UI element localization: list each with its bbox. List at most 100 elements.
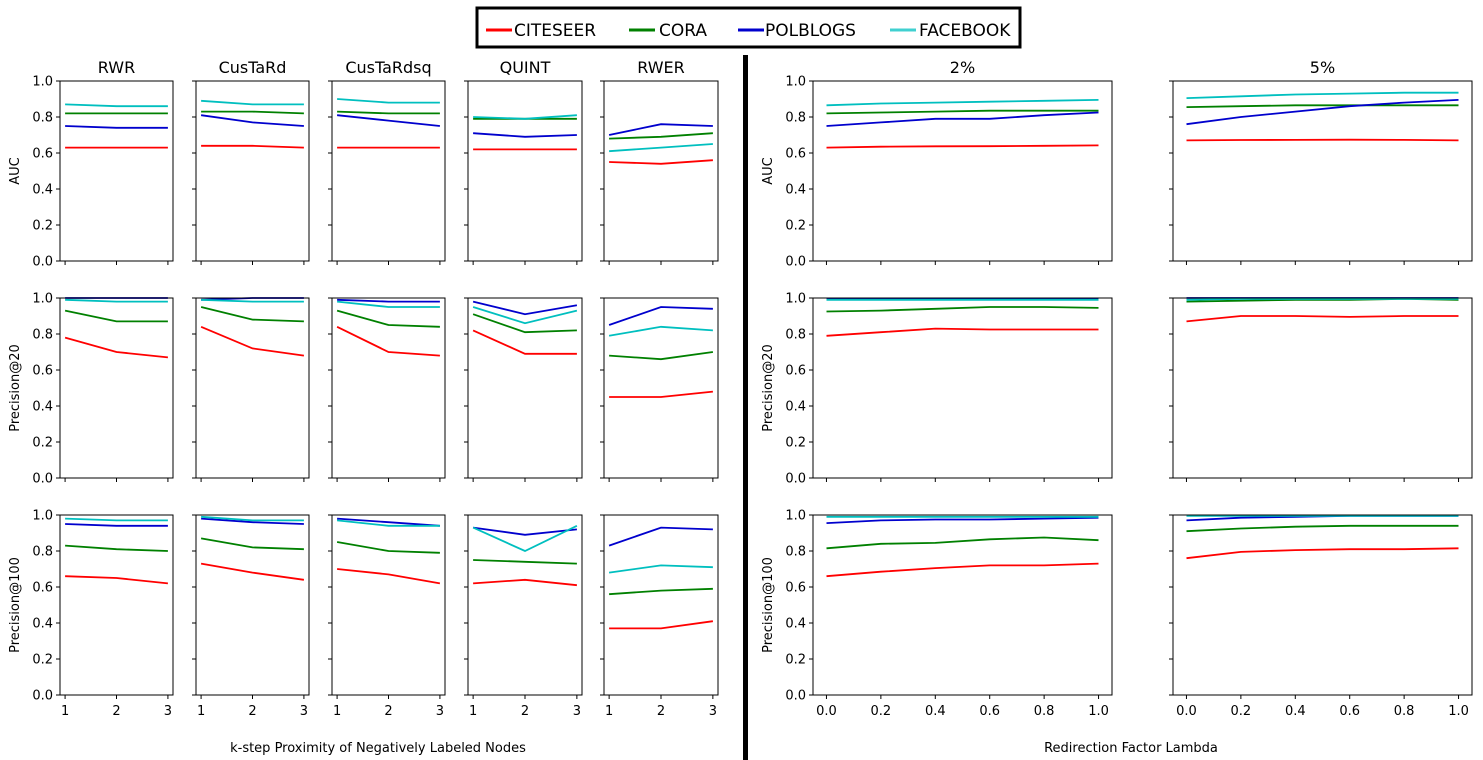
left-auc-custardsq-line-polblogs: [337, 114, 440, 127]
right-precision-at-20-2pct-ytick-label: 0.4: [785, 400, 806, 415]
left-auc-custard-line-facebook: [201, 99, 304, 106]
left-precision-at-20-rwr-ytick-label: 0.2: [32, 436, 53, 451]
left-precision-at-100-custard-xtick-label: 2: [248, 704, 256, 719]
left-precision-at-100-custard-xtick-label: 1: [197, 704, 205, 719]
left-precision-at-20-rwr-ytick-label: 0.0: [32, 472, 53, 487]
left-precision-at-100-rwr-xtick-label: 2: [112, 704, 120, 719]
left-precision-at-100-rwr-ytick-label: 1.0: [32, 509, 53, 524]
left-precision-at-100-quint-xtick-label: 3: [573, 704, 581, 719]
left-auc-quint-line-facebook: [473, 114, 577, 120]
left-precision-at-100-rwr-line-cora: [65, 544, 168, 552]
left-auc-rwr-ytick-label: 0.4: [32, 183, 53, 198]
panel-title-2pct: 2%: [950, 58, 975, 77]
row-label-right: AUC: [761, 157, 776, 185]
left-precision-at-20-rwer-axes-frame: [603, 297, 719, 479]
right-precision-at-100-5pct-line-cora: [1186, 524, 1459, 533]
right-auc-2pct-line-cora: [826, 109, 1099, 115]
right-precision-at-100-2pct-line-cora: [826, 536, 1099, 550]
legend-label-cora: CORA: [659, 21, 707, 41]
block-divider: [743, 55, 748, 760]
right-auc-5pct-line-polblogs: [1186, 99, 1459, 126]
right-precision-at-100-5pct-xtick-label: 0.0: [1176, 704, 1197, 719]
left-precision-at-100-custardsq-xtick-label: 3: [436, 704, 444, 719]
right-precision-at-100-5pct-xtick-label: 0.6: [1339, 704, 1360, 719]
right-auc-2pct-line-facebook: [826, 99, 1099, 107]
left-auc-quint-line-polblogs: [473, 132, 577, 138]
left-precision-at-100-quint-line-polblogs: [472, 526, 577, 536]
legend-box: [475, 6, 1022, 49]
left-precision-at-100-rwr-ytick-label: 0.8: [32, 545, 53, 560]
left-precision-at-20-rwr-axes-frame: [59, 297, 174, 479]
right-precision-at-100-5pct-line-citeseer: [1186, 547, 1459, 560]
left-precision-at-100-custardsq-xtick-label: 1: [333, 704, 341, 719]
right-precision-at-20-2pct-ytick-label: 0.0: [785, 472, 806, 487]
right-auc-2pct-ytick-label: 0.0: [785, 255, 806, 270]
right-precision-at-100-2pct-ytick-label: 0.2: [785, 653, 806, 668]
row-label-right: Precision@20: [761, 344, 776, 432]
right-precision-at-100-2pct-xtick-label: 0.0: [816, 704, 837, 719]
right-auc-2pct-ytick-label: 0.6: [785, 147, 806, 162]
left-precision-at-20-quint-line-citeseer: [472, 329, 577, 355]
left-precision-at-100-rwer-line-facebook: [608, 564, 713, 574]
left-precision-at-100-custardsq-line-polblogs: [337, 517, 440, 527]
left-auc-rwer-line-polblogs: [608, 123, 713, 136]
left-precision-at-100-custard-line-polblogs: [201, 517, 304, 525]
left-precision-at-20-rwr-line-citeseer: [64, 336, 168, 359]
left-xlabel: k-step Proximity of Negatively Labeled N…: [230, 741, 526, 756]
left-auc-rwr-ytick-label: 0.0: [32, 255, 53, 270]
right-precision-at-20-2pct-line-cora: [826, 306, 1099, 313]
right-precision-at-100-5pct-xtick-label: 1.0: [1448, 704, 1469, 719]
right-precision-at-20-2pct-ytick-label: 0.6: [785, 364, 806, 379]
legend-label-facebook: FACEBOOK: [919, 21, 1011, 41]
left-precision-at-100-rwer-line-polblogs: [608, 526, 713, 547]
left-precision-at-20-quint-line-cora: [472, 313, 577, 334]
left-precision-at-20-rwer-line-polblogs: [608, 306, 713, 326]
right-precision-at-100-2pct-xtick-label: 0.4: [925, 704, 946, 719]
left-precision-at-100-quint-line-citeseer: [473, 578, 577, 587]
left-precision-at-100-custardsq-line-cora: [336, 541, 440, 554]
left-precision-at-100-custard-axes-frame: [195, 514, 310, 696]
left-precision-at-20-quint-line-facebook: [472, 306, 578, 325]
panel-title-quint: QUINT: [500, 58, 551, 77]
right-precision-at-20-2pct-axes-frame: [812, 297, 1113, 479]
right-precision-at-100-2pct-xtick-label: 0.6: [979, 704, 1000, 719]
left-precision-at-100-rwr-ytick-label: 0.6: [32, 581, 53, 596]
left-auc-rwer-axes-frame: [603, 80, 719, 262]
right-auc-2pct-line-polblogs: [826, 111, 1099, 127]
right-auc-2pct-ytick-label: 0.2: [785, 219, 806, 234]
left-precision-at-20-custard-line-facebook: [201, 298, 304, 303]
left-precision-at-20-rwr-ytick-label: 0.6: [32, 364, 53, 379]
left-auc-rwr-line-facebook: [65, 103, 168, 108]
right-precision-at-100-2pct-line-polblogs: [826, 516, 1099, 524]
right-precision-at-20-5pct-line-citeseer: [1186, 315, 1459, 323]
left-precision-at-100-rwr-axes-frame: [59, 514, 174, 696]
left-precision-at-100-rwer-xtick-label: 2: [657, 704, 665, 719]
row-label-left: Precision@100: [8, 557, 23, 653]
left-precision-at-100-rwr-ytick-label: 0.4: [32, 617, 53, 632]
right-precision-at-100-5pct-xtick-label: 0.4: [1285, 704, 1306, 719]
left-precision-at-100-custard-line-citeseer: [200, 562, 305, 581]
right-precision-at-100-2pct-xtick-label: 0.8: [1034, 704, 1055, 719]
left-precision-at-20-rwr-ytick-label: 1.0: [32, 292, 53, 307]
left-precision-at-100-custardsq-axes-frame: [331, 514, 446, 696]
right-precision-at-20-5pct-line-facebook: [1186, 297, 1459, 301]
left-precision-at-100-custard-line-facebook: [201, 515, 304, 522]
legend-label-polblogs: POLBLOGS: [765, 21, 856, 41]
left-precision-at-20-rwer-line-facebook: [608, 325, 713, 337]
left-precision-at-100-quint-axes-frame: [467, 514, 583, 696]
row-label-left: Precision@20: [8, 344, 23, 432]
left-auc-custardsq-line-facebook: [337, 98, 440, 104]
right-auc-5pct-line-cora: [1186, 104, 1459, 108]
left-precision-at-100-rwr-line-facebook: [65, 517, 168, 522]
right-precision-at-100-2pct-ytick-label: 0.0: [785, 689, 806, 704]
left-precision-at-100-custard-xtick-label: 3: [300, 704, 308, 719]
left-precision-at-20-custard-line-cora: [200, 306, 304, 323]
right-precision-at-100-2pct-xtick-label: 0.2: [871, 704, 892, 719]
left-auc-rwer-line-citeseer: [609, 159, 713, 165]
right-precision-at-20-2pct-ytick-label: 0.8: [785, 328, 806, 343]
left-auc-rwer-line-facebook: [609, 143, 713, 153]
left-precision-at-20-custardsq-line-facebook: [337, 300, 440, 308]
left-precision-at-100-rwr-line-citeseer: [65, 575, 168, 585]
left-auc-rwr-ytick-label: 0.2: [32, 219, 53, 234]
